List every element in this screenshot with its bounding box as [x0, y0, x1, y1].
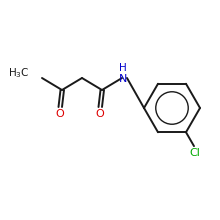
Text: N: N — [119, 73, 127, 84]
Text: H$_3$C: H$_3$C — [8, 66, 29, 80]
Text: O: O — [96, 109, 104, 119]
Text: H: H — [119, 63, 127, 73]
Text: O: O — [56, 109, 64, 119]
Text: Cl: Cl — [190, 148, 200, 158]
